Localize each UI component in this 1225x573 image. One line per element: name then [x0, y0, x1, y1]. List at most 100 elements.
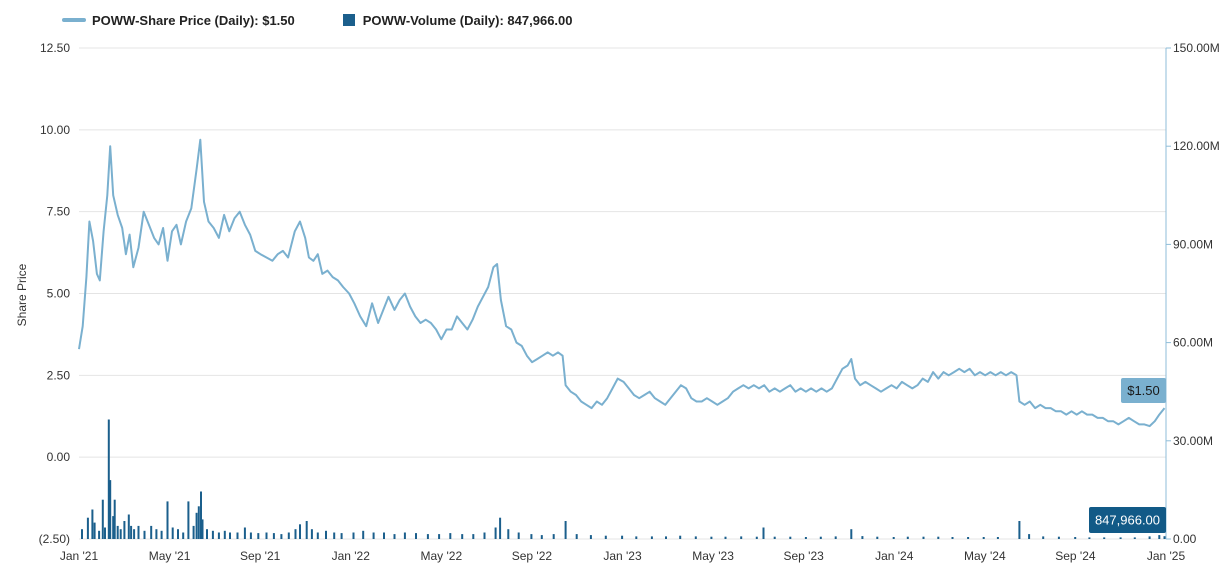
volume-bar: [171, 527, 174, 539]
volume-bar: [1018, 521, 1021, 539]
volume-bar: [280, 534, 283, 539]
volume-bar: [650, 536, 653, 539]
volume-bar: [133, 529, 136, 539]
volume-bar: [372, 532, 375, 539]
x-tick-label: Sep '21: [240, 549, 281, 563]
volume-bar: [403, 532, 406, 539]
volume-bar: [81, 529, 83, 539]
volume-bar: [249, 532, 252, 539]
legend-label-volume: POWW-Volume (Daily): 847,966.00: [362, 12, 573, 28]
volume-bar: [333, 532, 336, 539]
volume-bar: [996, 537, 999, 539]
last-volume-badge-bg: [1089, 507, 1166, 533]
last-price-badge-bg: [1121, 378, 1166, 403]
volume-bar: [112, 516, 115, 539]
right-axis-ticks: 0.00 30.00M 60.00M 90.00M 120.00M 150.00M: [1166, 41, 1220, 546]
volume-bar: [143, 530, 146, 539]
x-tick-label: Jan '22: [332, 549, 371, 563]
volume-bar: [494, 527, 497, 539]
right-tick-label: 30.00M: [1173, 434, 1213, 448]
volume-bar: [472, 534, 475, 539]
volume-bar: [229, 532, 231, 539]
volume-bar: [123, 521, 126, 539]
volume-bar: [98, 530, 101, 539]
volume-bar: [762, 527, 765, 539]
volume-bar: [160, 530, 163, 539]
volume-bar: [130, 525, 133, 539]
volume-bar: [217, 532, 220, 539]
volume-bar: [340, 533, 343, 539]
legend-label-share-price: POWW-Share Price (Daily): $1.50: [92, 12, 295, 28]
volume-bar: [1074, 537, 1077, 539]
volume-bar: [861, 536, 864, 539]
volume-bar: [201, 519, 204, 539]
volume-bar: [310, 529, 313, 539]
volume-bar: [197, 506, 200, 539]
volume-bar: [200, 491, 202, 539]
volume-bar: [104, 527, 106, 539]
volume-bar: [906, 536, 909, 539]
volume-bar: [951, 537, 954, 539]
volume-bar: [1148, 536, 1151, 539]
volume-bar: [150, 525, 153, 539]
volume-bar: [773, 536, 776, 539]
last-volume-badge: 847,966.00: [1089, 507, 1166, 533]
volume-bar: [834, 536, 837, 539]
volume-bar: [850, 529, 853, 539]
x-tick-label: Sep '24: [1055, 549, 1096, 563]
volume-bar: [1088, 537, 1091, 539]
volume-bar-swatch: [342, 14, 355, 26]
x-tick-label: Jan '24: [875, 549, 914, 563]
volume-bar: [127, 514, 130, 539]
volume-bar: [1042, 536, 1045, 539]
volume-bar: [679, 535, 682, 539]
volume-bar: [362, 530, 365, 539]
volume-bar: [211, 530, 214, 539]
legend: POWW-Share Price (Daily): $1.50 POWW-Vol…: [62, 10, 621, 30]
volume-bar: [265, 532, 268, 539]
grid: [79, 47, 1166, 540]
volume-bar: [272, 533, 275, 539]
x-axis-ticks: Jan '21 May '21 Sep '21 Jan '22 May '22 Sep '…: [60, 549, 1186, 563]
left-axis-ticks: (2.50) 0.00 2.50 5.00 7.50 10.00 12.50: [39, 41, 71, 546]
volume-bar: [305, 521, 308, 539]
volume-bar: [1158, 535, 1161, 539]
volume-bar: [724, 536, 727, 539]
left-tick-label: 10.00: [40, 123, 70, 137]
volume-bar: [755, 536, 758, 539]
volume-bar: [819, 536, 822, 539]
volume-bar: [243, 527, 246, 539]
volume-bar: [325, 530, 327, 539]
volume-bar: [223, 530, 226, 539]
volume-bar: [694, 536, 697, 539]
volume-bar: [93, 522, 96, 539]
left-tick-label: 12.50: [40, 41, 70, 55]
x-tick-label: Sep '23: [784, 549, 825, 563]
last-price-badge-label: $1.50: [1127, 383, 1160, 398]
price-line-swatch: [62, 18, 86, 22]
volume-bar: [710, 536, 713, 539]
volume-bar: [109, 480, 112, 539]
volume-bar: [575, 534, 578, 539]
volume-bar: [967, 537, 970, 539]
volume-bar: [352, 532, 355, 539]
volume-bar: [635, 536, 638, 539]
x-tick-label: May '22: [421, 549, 463, 563]
legend-item-share-price[interactable]: POWW-Share Price (Daily): $1.50: [62, 13, 295, 28]
volume-bar: [91, 509, 94, 539]
left-tick-label: 0.00: [47, 450, 71, 464]
volume-bar: [1057, 536, 1060, 539]
volume-bar: [1133, 537, 1136, 539]
volume-bar: [621, 535, 624, 539]
volume-bar: [1028, 534, 1031, 539]
last-price-badge: $1.50: [1121, 378, 1166, 403]
volume-bar: [461, 534, 464, 539]
volume-bar: [740, 536, 743, 539]
legend-item-volume[interactable]: POWW-Volume (Daily): 847,966.00: [342, 12, 573, 28]
volume-bar: [499, 517, 502, 539]
volume-bar: [236, 532, 239, 539]
volume-bar: [540, 535, 543, 539]
volume-bar: [426, 534, 429, 539]
right-tick-label: 90.00M: [1173, 237, 1213, 251]
